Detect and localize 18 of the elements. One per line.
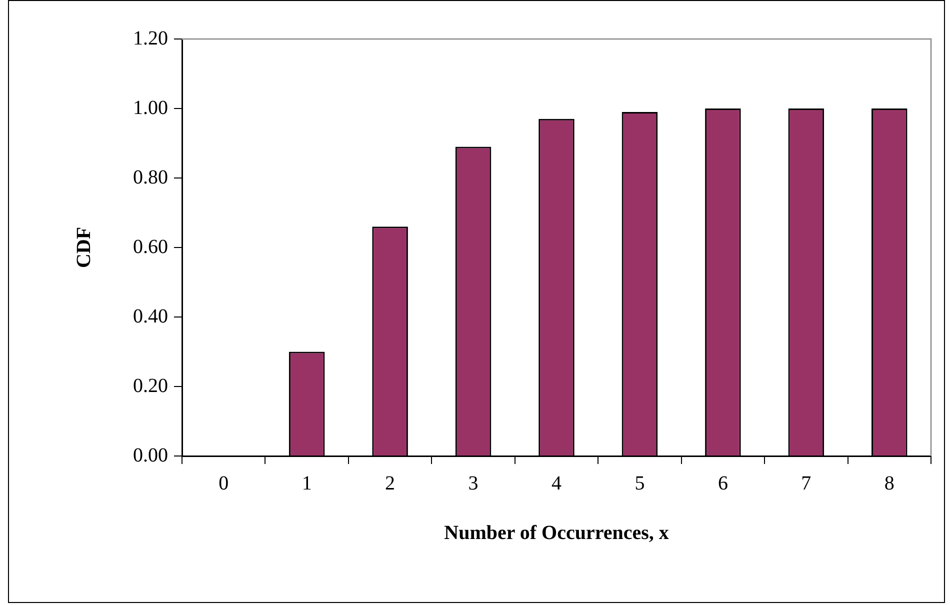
x-tick-label: 8 xyxy=(884,472,894,494)
x-tick-label: 6 xyxy=(718,472,728,494)
x-tick-label: 5 xyxy=(634,472,645,494)
x-tick-label: 2 xyxy=(385,472,396,494)
y-tick-label: 0.20 xyxy=(133,374,168,397)
y-tick-label: 0.80 xyxy=(133,166,168,188)
y-tick-label: 0.60 xyxy=(133,236,168,258)
x-tick-label: 4 xyxy=(552,472,562,494)
x-tick-label: 3 xyxy=(468,472,478,494)
x-tick-label: 1 xyxy=(302,472,312,494)
x-tick-label: 0 xyxy=(218,472,229,494)
x-axis-title: Number of Occurrences, x xyxy=(444,522,669,544)
y-axis-title: CDF xyxy=(73,226,96,268)
x-tick-label: 7 xyxy=(801,472,812,494)
y-tick-label: 0.00 xyxy=(133,444,168,466)
y-tick-label: 1.00 xyxy=(133,96,168,119)
y-tick-label: 1.20 xyxy=(133,27,168,50)
y-tick-label: 0.40 xyxy=(133,305,168,328)
